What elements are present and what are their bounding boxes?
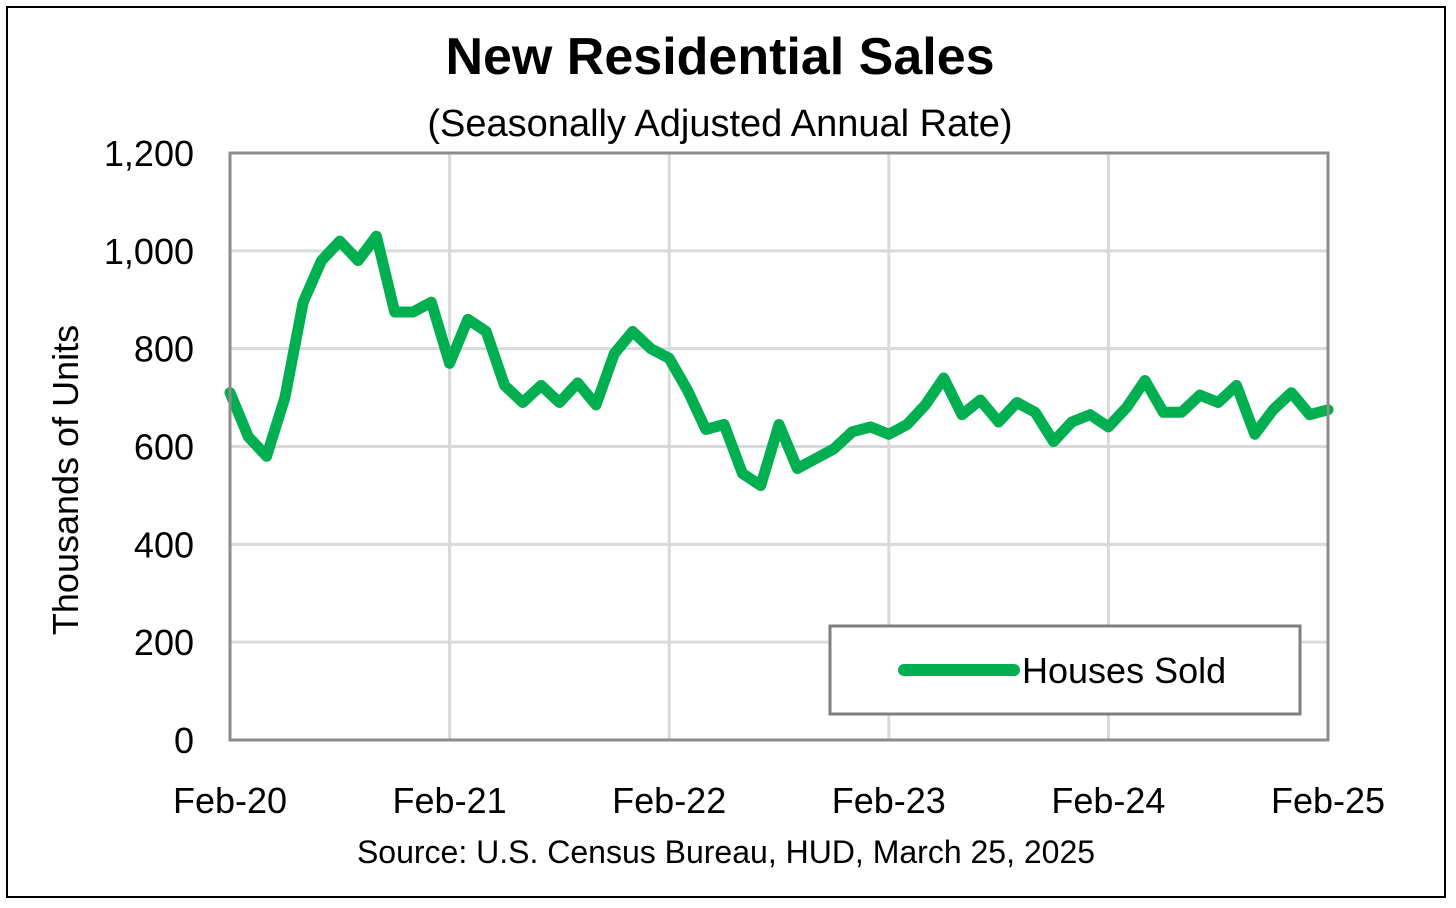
x-tick-label: Feb-24 bbox=[1051, 780, 1165, 821]
y-axis-ticks: 0 200 400 600 800 1,000 1,200 bbox=[104, 133, 194, 761]
x-tick-label: Feb-23 bbox=[832, 780, 946, 821]
y-axis-label: Thousands of Units bbox=[45, 325, 86, 635]
x-tick-label: Feb-25 bbox=[1271, 780, 1385, 821]
x-axis-ticks: Feb-20 Feb-21 Feb-22 Feb-23 Feb-24 Feb-25 bbox=[173, 780, 1385, 821]
source-note: Source: U.S. Census Bureau, HUD, March 2… bbox=[357, 834, 1095, 870]
series-layer bbox=[224, 230, 1334, 492]
plot-area-border bbox=[228, 151, 1330, 742]
y-tick-label: 200 bbox=[134, 622, 194, 663]
y-tick-label: 1,000 bbox=[104, 231, 194, 272]
x-tick-label: Feb-22 bbox=[612, 780, 726, 821]
legend-label-houses-sold: Houses Sold bbox=[1022, 650, 1226, 691]
y-tick-label: 800 bbox=[134, 329, 194, 370]
legend: Houses Sold bbox=[828, 624, 1302, 716]
line-chart: New Residential Sales (Seasonally Adjust… bbox=[45, 28, 1385, 870]
y-tick-label: 600 bbox=[134, 427, 194, 468]
y-tick-label: 1,200 bbox=[104, 133, 194, 174]
series-line-houses-sold bbox=[224, 230, 1334, 492]
y-tick-label: 0 bbox=[174, 720, 194, 761]
y-tick-label: 400 bbox=[134, 524, 194, 565]
chart-frame: New Residential Sales (Seasonally Adjust… bbox=[6, 6, 1446, 898]
x-tick-label: Feb-21 bbox=[393, 780, 507, 821]
x-tick-label: Feb-20 bbox=[173, 780, 287, 821]
chart-subtitle: (Seasonally Adjusted Annual Rate) bbox=[427, 103, 1012, 145]
chart-title: New Residential Sales bbox=[445, 28, 994, 86]
